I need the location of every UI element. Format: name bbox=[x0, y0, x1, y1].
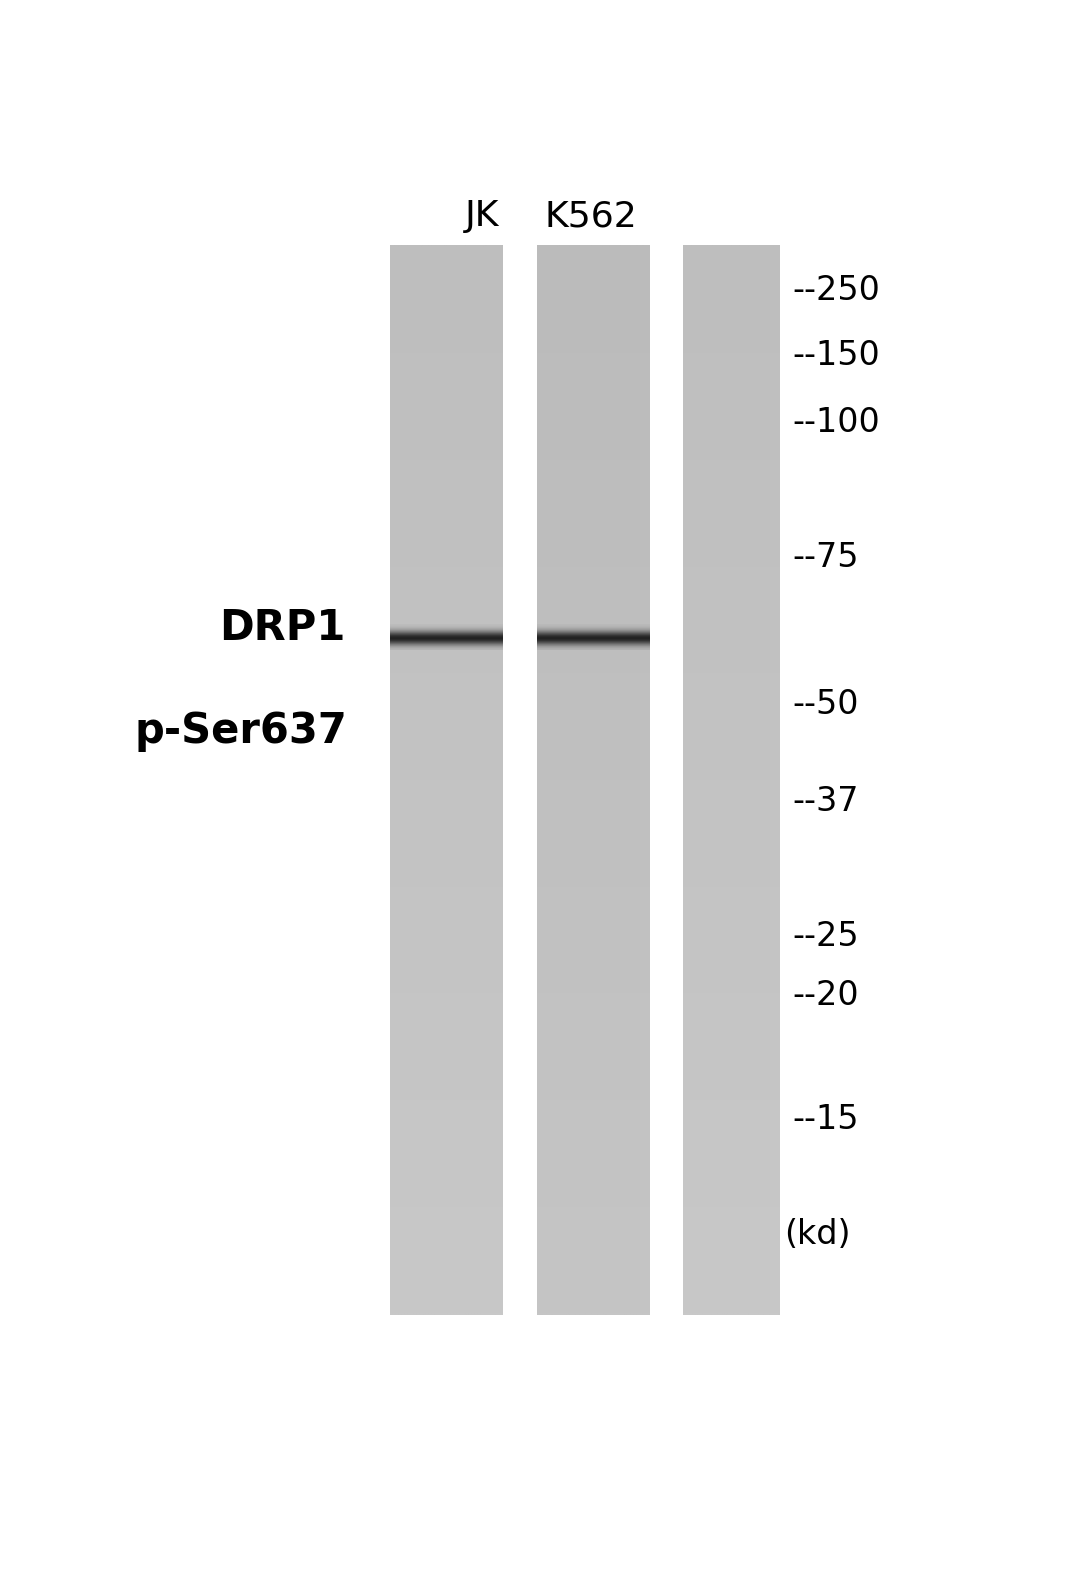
Text: --75: --75 bbox=[792, 542, 859, 573]
Text: --50: --50 bbox=[792, 688, 859, 721]
Text: --250: --250 bbox=[792, 275, 880, 308]
Text: --25: --25 bbox=[792, 919, 859, 953]
Text: DRP1: DRP1 bbox=[218, 607, 346, 649]
Text: --150: --150 bbox=[792, 340, 880, 372]
Text: --37: --37 bbox=[792, 786, 859, 818]
Text: --100: --100 bbox=[792, 407, 880, 440]
Text: JK: JK bbox=[465, 200, 500, 233]
Text: (kd): (kd) bbox=[784, 1218, 850, 1251]
Text: K562: K562 bbox=[544, 200, 637, 233]
Text: --15: --15 bbox=[792, 1104, 859, 1137]
Text: --20: --20 bbox=[792, 978, 859, 1012]
Text: p-Ser637: p-Ser637 bbox=[135, 710, 348, 753]
